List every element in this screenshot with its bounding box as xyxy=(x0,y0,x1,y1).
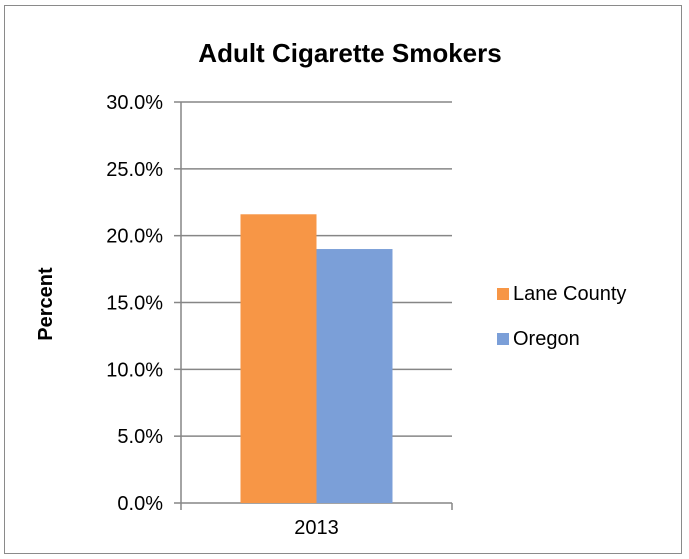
legend-swatch xyxy=(497,288,509,300)
bar-lane-county xyxy=(240,214,317,503)
y-axis-ticks: 0.0% 5.0% 10.0% 15.0% 20.0% 25.0% 30.0% xyxy=(106,92,181,515)
x-axis-ticks: 2013 xyxy=(180,503,453,539)
legend-swatch xyxy=(497,333,509,345)
y-tick-label: 0.0% xyxy=(117,493,163,515)
y-tick-label: 5.0% xyxy=(117,426,163,448)
legend: Lane County Oregon xyxy=(497,283,626,350)
y-tick-label: 10.0% xyxy=(106,359,163,381)
bars xyxy=(240,214,393,503)
y-tick-label: 25.0% xyxy=(106,159,163,181)
chart-title: Adult Cigarette Smokers xyxy=(198,38,501,68)
legend-label: Oregon xyxy=(513,328,580,350)
y-tick-label: 30.0% xyxy=(106,92,163,114)
y-tick-label: 20.0% xyxy=(106,226,163,248)
x-tick-label: 2013 xyxy=(294,517,339,539)
legend-label: Lane County xyxy=(513,283,626,305)
y-axis-label: Percent xyxy=(35,267,57,341)
bar-oregon xyxy=(316,249,393,503)
y-tick-label: 15.0% xyxy=(106,293,163,315)
